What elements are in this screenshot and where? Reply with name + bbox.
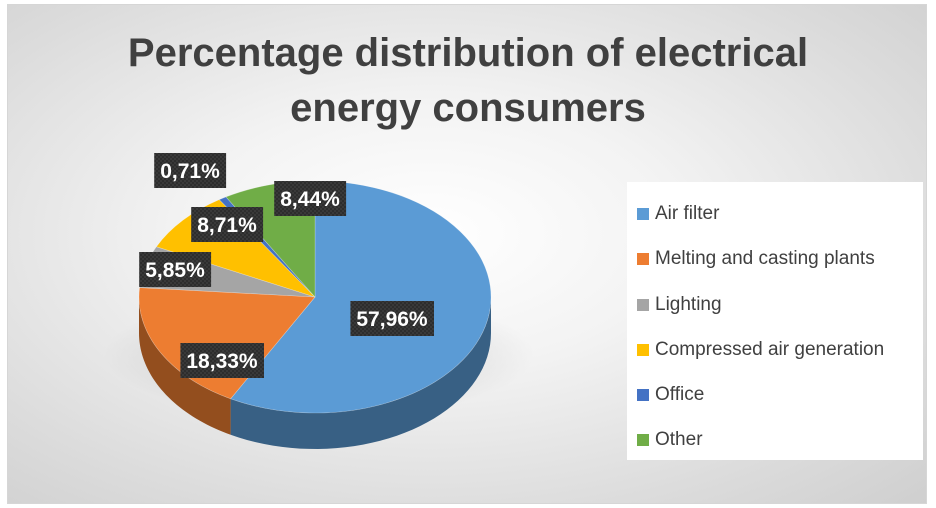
data-label-lighting: 5,85%	[139, 252, 212, 287]
legend-swatch-other	[637, 434, 649, 446]
data-label-office: 0,71%	[154, 153, 227, 188]
legend-item-air-filter: Air filter	[637, 201, 719, 227]
chart-legend: Air filter Melting and casting plants Li…	[627, 182, 923, 460]
data-label-box-melting-and-casting-plants	[180, 343, 264, 378]
data-label-text-office: 0,71%	[160, 160, 220, 183]
legend-item-melting-and-casting-plants: Melting and casting plants	[637, 246, 875, 272]
data-label-text-air-filter: 57,96%	[356, 308, 428, 331]
data-label-compressed-air-generation: 8,71%	[191, 207, 264, 242]
chart-title: Percentage distribution of electrical en…	[0, 26, 936, 136]
data-label-box-office	[154, 153, 227, 188]
data-label-air-filter: 57,96%	[350, 301, 434, 336]
pie-slice-air-filter	[230, 180, 492, 414]
legend-label-office: Office	[655, 384, 705, 405]
pie-side-melting-and-casting-plants	[139, 297, 231, 435]
chart-title-line-2: energy consumers	[290, 86, 646, 130]
data-label-text-compressed-air-generation: 8,71%	[197, 214, 257, 237]
legend-item-office: Office	[637, 382, 704, 408]
legend-swatch-compressed-air-generation	[637, 344, 649, 356]
data-label-melting-and-casting-plants: 18,33%	[180, 343, 264, 378]
data-label-other: 8,44%	[274, 181, 347, 216]
legend-swatch-melting-and-casting-plants	[637, 253, 649, 265]
legend-label-lighting: Lighting	[655, 294, 722, 315]
legend-label-other: Other	[655, 429, 703, 450]
data-label-text-other: 8,44%	[280, 188, 340, 211]
data-label-box-other	[274, 181, 347, 216]
chart-title-line-1: Percentage distribution of electrical	[127, 31, 809, 75]
legend-swatch-air-filter	[637, 208, 649, 220]
data-label-box-air-filter	[350, 301, 434, 336]
legend-swatch-office	[637, 389, 649, 401]
legend-label-compressed-air-generation: Compressed air generation	[655, 339, 885, 360]
data-label-text-melting-and-casting-plants: 18,33%	[186, 350, 258, 373]
data-label-text-lighting: 5,85%	[145, 259, 205, 282]
legend-item-other: Other	[637, 427, 703, 453]
legend-label-melting-and-casting-plants: Melting and casting plants	[655, 248, 875, 269]
legend-swatch-lighting	[637, 299, 649, 311]
legend-label-air-filter: Air filter	[655, 203, 720, 224]
legend-item-lighting: Lighting	[637, 292, 722, 318]
pie-side-air-filter	[230, 297, 491, 449]
data-label-box-compressed-air-generation	[191, 207, 264, 242]
legend-item-compressed-air-generation: Compressed air generation	[637, 337, 884, 363]
data-label-box-lighting	[139, 252, 212, 287]
